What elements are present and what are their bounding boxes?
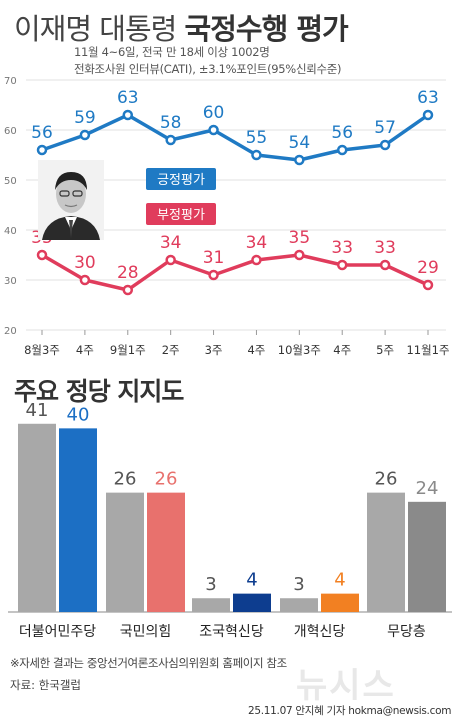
data-label: 30 <box>74 253 96 273</box>
data-point <box>336 259 348 271</box>
x-tick-label: 5주 <box>376 343 394 357</box>
x-tick-label: 10월3주 <box>278 343 321 357</box>
bar-value-label: 41 <box>26 400 49 421</box>
data-label: 57 <box>374 118 396 138</box>
portrait-photo <box>38 160 104 240</box>
category-label: 개혁신당 <box>294 624 346 640</box>
bar <box>233 593 271 612</box>
data-label: 31 <box>203 248 225 268</box>
bar <box>192 598 230 612</box>
bar <box>280 598 318 612</box>
data-label: 60 <box>203 103 225 123</box>
bar-value-label: 26 <box>375 469 398 490</box>
data-point <box>165 254 176 266</box>
line-chart: 20 30 40 50 60 70 8월3주 4주 9월1주 2주 3주 4주 10월3주 4주 5주 11월… <box>4 76 450 357</box>
newsis-watermark-logo: 뉴시스 <box>296 666 396 706</box>
credit-text: 25.11.07 안지혜 기자 hokma@newsis.com <box>248 705 452 717</box>
x-tick-label: 4주 <box>76 343 94 357</box>
subtitle-line2: 전화조사원 인터뷰(CATI), ±3.1%포인트(95%신뢰수준) <box>74 62 342 76</box>
bar-value-label: 40 <box>67 404 90 425</box>
x-tick-label: 4주 <box>333 343 351 357</box>
data-point <box>251 254 262 266</box>
bar <box>147 492 185 612</box>
series-label-box <box>146 168 216 190</box>
series-line-negative <box>41 253 429 292</box>
bar <box>408 501 446 612</box>
series-label: 긍정평가 <box>157 173 205 188</box>
bar <box>59 428 97 612</box>
bar-chart: 41 40 더불어민주당 26 26 국민의힘 3 4 조국혁신당 3 4 개혁신당 26 24 무당층 <box>8 400 452 640</box>
y-tick-label: 30 <box>4 276 17 287</box>
data-point <box>251 149 262 161</box>
data-point <box>36 144 48 156</box>
x-tick-label: 9월1주 <box>110 343 146 357</box>
bar-value-label: 3 <box>293 574 304 595</box>
data-label: 34 <box>160 233 182 253</box>
x-tick-label: 4주 <box>247 343 265 357</box>
data-label: 33 <box>374 238 396 258</box>
bar-chart-title: 주요 정당 지지도 <box>14 377 184 406</box>
data-point <box>294 154 305 166</box>
data-label: 28 <box>117 263 139 283</box>
data-point <box>36 249 48 261</box>
x-tick-label: 8월3주 <box>24 343 60 357</box>
series-label-box <box>146 203 216 225</box>
data-point <box>122 284 134 296</box>
data-label: 34 <box>246 233 268 253</box>
y-tick-label: 20 <box>4 326 17 337</box>
category-label: 무당층 <box>387 624 426 640</box>
page-title: 이재명 대통령 국정수행 평가 <box>14 6 349 48</box>
bar-value-label: 4 <box>246 570 257 591</box>
data-point <box>122 109 134 121</box>
series-label: 부정평가 <box>157 208 205 223</box>
bar-value-label: 4 <box>334 570 345 591</box>
data-point <box>294 249 305 261</box>
data-label: 56 <box>31 123 53 143</box>
bar-value-label: 26 <box>114 469 137 490</box>
y-tick-label: 60 <box>4 126 17 137</box>
x-tick-label: 2주 <box>162 343 180 357</box>
category-label: 더불어민주당 <box>19 624 96 640</box>
footnote: ※자세한 결과는 중앙선거여론조사심의위원회 홈페이지 참조 <box>10 656 287 670</box>
y-tick-label: 70 <box>4 76 17 87</box>
data-point <box>422 279 434 291</box>
series-line-positive <box>41 113 430 162</box>
y-tick-label: 50 <box>4 176 17 187</box>
data-label: 55 <box>246 128 268 148</box>
data-point <box>208 269 219 281</box>
data-label: 59 <box>74 108 96 128</box>
bar <box>106 492 144 612</box>
data-point <box>79 129 91 141</box>
data-label: 29 <box>417 258 439 278</box>
title-part2: 국정수행 평가 <box>184 12 349 46</box>
subtitle-line1: 11월 4~6일, 전국 만 18세 이상 1002명 <box>74 45 270 59</box>
data-point <box>208 124 219 136</box>
data-label: 63 <box>417 88 439 108</box>
bar <box>321 593 359 612</box>
data-label: 33 <box>331 238 353 258</box>
data-label: 54 <box>289 133 311 153</box>
y-tick-label: 40 <box>4 226 17 237</box>
data-point <box>422 109 434 121</box>
bar-value-label: 26 <box>155 469 178 490</box>
source-text: 자료: 한국갤럽 <box>10 678 82 692</box>
title-part1: 이재명 대통령 <box>14 12 177 46</box>
data-point <box>336 144 348 156</box>
data-point <box>379 259 391 271</box>
data-label: 63 <box>117 88 139 108</box>
bar <box>18 423 56 612</box>
data-label: 35 <box>289 228 311 248</box>
category-label: 국민의힘 <box>120 624 172 640</box>
data-point <box>379 139 391 151</box>
bar-value-label: 24 <box>416 478 439 499</box>
x-tick-label: 11월1주 <box>406 343 449 357</box>
data-point <box>79 274 91 286</box>
bar <box>367 492 405 612</box>
category-label: 조국혁신당 <box>199 624 264 640</box>
data-label: 56 <box>331 123 353 143</box>
data-point <box>165 134 176 146</box>
bar-value-label: 3 <box>205 574 216 595</box>
x-tick-label: 3주 <box>205 343 223 357</box>
data-label: 58 <box>160 113 182 133</box>
